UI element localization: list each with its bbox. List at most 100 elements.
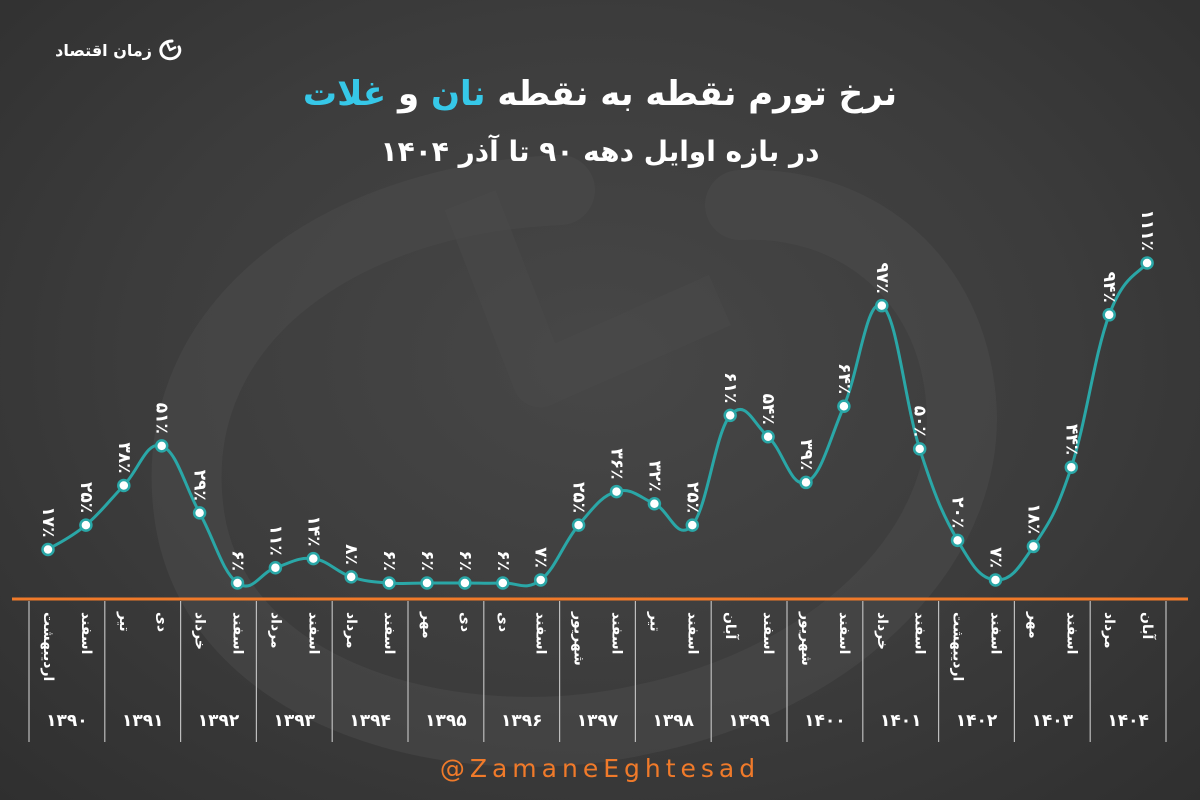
value-label: ۴۴٪ [1061, 424, 1081, 455]
data-point [420, 576, 434, 590]
value-label: ۵۱٪ [152, 403, 172, 434]
logo-text: زمان اقتصاد [55, 40, 152, 60]
x-tick-label: دی [495, 612, 511, 632]
data-point [609, 484, 624, 499]
data-point [912, 442, 927, 456]
year-label: ۱۳۹۸ [653, 711, 695, 731]
year-label: ۱۳۹۲ [198, 711, 240, 731]
social-handle: @ZamaneEghtesad [439, 754, 761, 783]
year-label: ۱۳۹۴ [349, 711, 391, 731]
x-tick-label: مرداد [1101, 612, 1117, 649]
year-label: ۱۴۰۱ [880, 711, 922, 731]
value-label: ۸٪ [341, 544, 361, 565]
data-point [79, 518, 93, 532]
title-connector: و [397, 74, 420, 114]
value-label: ۳۹٪ [796, 439, 816, 470]
data-point [571, 518, 586, 532]
value-label: ۶٪ [455, 550, 475, 571]
x-tick-label: اسفند [230, 612, 246, 654]
year-label: ۱۳۹۶ [501, 711, 543, 731]
x-tick-label: اسفند [533, 612, 549, 654]
x-tick-label: دی [154, 612, 170, 632]
value-label: ۳۸٪ [114, 442, 134, 473]
title-prefix: نرخ تورم نقطه به نقطه [497, 74, 898, 114]
x-tick-label: مرداد [343, 612, 359, 649]
data-point [344, 570, 358, 584]
value-label: ۹۴٪ [1099, 272, 1119, 303]
x-tick-label: اسفند [684, 612, 700, 654]
data-point [533, 573, 548, 587]
value-label: ۱۱٪ [265, 525, 285, 556]
brand-logo: زمان اقتصاد [55, 38, 182, 62]
value-label: ۱۷٪ [38, 506, 58, 537]
data-point [685, 518, 700, 532]
x-tick-label: اسفند [836, 612, 852, 654]
title-highlight-bread: نان [430, 74, 486, 114]
data-point [950, 533, 965, 548]
data-point [1026, 539, 1041, 554]
x-tick-label: تیر [116, 611, 132, 632]
year-label: ۱۴۰۲ [956, 711, 998, 731]
value-label: ۲۵٪ [569, 482, 589, 513]
x-tick-label: دی [457, 612, 473, 632]
data-point [1140, 256, 1154, 270]
value-label: ۶٪ [493, 550, 513, 571]
value-label: ۳۶٪ [607, 448, 627, 479]
value-label: ۲۹٪ [190, 470, 210, 501]
data-point [837, 399, 851, 413]
data-point [192, 506, 207, 520]
chart-title: نرخ تورم نقطه به نقطه نان و غلات [0, 72, 1200, 116]
x-tick-label: خرداد [192, 612, 208, 650]
year-label: ۱۳۹۵ [425, 711, 467, 731]
chart-subtitle: در بازه اوایل دهه ۹۰ تا آذر ۱۴۰۴ [380, 135, 820, 168]
zaman-logo-icon [159, 39, 182, 61]
x-tick-label: شهریور [571, 611, 587, 666]
data-point [306, 551, 321, 566]
x-tick-label: آبان [722, 612, 740, 640]
value-label: ۱۸٪ [1023, 503, 1043, 534]
year-label: ۱۳۹۷ [577, 711, 619, 731]
data-point [458, 576, 472, 590]
x-tick-label: اسفند [912, 612, 928, 654]
value-label: ۱۴٪ [303, 515, 323, 546]
data-point [1064, 460, 1079, 474]
value-label: ۶٪ [228, 550, 248, 571]
x-tick-label: اسفند [988, 612, 1004, 654]
data-point [154, 439, 169, 453]
series-line [47, 262, 1149, 588]
value-label: ۲۵٪ [76, 482, 96, 513]
data-point [41, 542, 55, 557]
data-point [268, 561, 283, 575]
year-label: ۱۴۰۴ [1107, 711, 1149, 731]
x-tick-label: اسفند [78, 612, 94, 654]
data-point [647, 497, 662, 511]
x-tick-label: مهر [419, 611, 435, 639]
data-point [875, 298, 889, 313]
data-point [382, 576, 396, 590]
x-tick-label: اسفند [760, 612, 776, 654]
x-tick-label: مهر [1025, 611, 1041, 639]
data-point [723, 408, 737, 423]
data-point [761, 429, 775, 444]
year-label: ۱۳۹۰ [46, 711, 88, 731]
value-label: ۳۲٪ [644, 461, 664, 492]
year-label: ۱۴۰۰ [804, 711, 846, 731]
value-label: ۶٪ [417, 550, 437, 571]
x-tick-label: اردیبهشت [950, 612, 966, 681]
year-label: ۱۳۹۳ [274, 711, 316, 731]
year-label: ۱۴۰۳ [1032, 711, 1074, 731]
data-point [988, 573, 1003, 587]
value-label: ۶٪ [379, 550, 399, 571]
title-highlight-grains: غلات [302, 74, 387, 114]
x-tick-label: تیر [646, 611, 662, 632]
x-tick-label: خرداد [874, 612, 890, 650]
value-label: ۵۰٪ [910, 406, 930, 437]
data-point [1102, 308, 1116, 322]
value-label: ۷٪ [531, 547, 551, 568]
year-label: ۱۳۹۱ [122, 711, 164, 731]
x-tick-label: اسفند [1063, 612, 1079, 654]
year-label: ۱۳۹۹ [728, 711, 770, 731]
value-label: ۶۱٪ [720, 372, 740, 403]
